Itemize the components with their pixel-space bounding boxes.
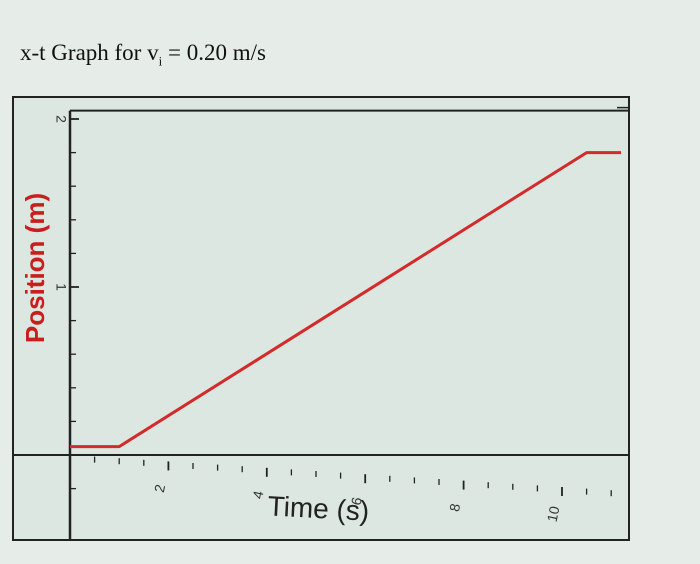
x-tick-label: 6 [348,495,365,506]
x-axis-label: Time (s) [267,490,370,526]
y-axis-label: Position (m) [20,193,50,343]
x-tick-label: 2 [151,483,168,494]
title-suffix: = 0.20 m/s [162,40,266,65]
y-tick-label: 1 [53,283,69,291]
y-tick-label: 2 [53,115,69,123]
x-tick-label: 8 [446,502,463,513]
chart-title: x-t Graph for vi = 0.20 m/s [20,40,266,70]
x-tick-label: 4 [249,489,266,500]
x-tick-label: 10 [544,504,563,523]
position-series-line [70,151,622,449]
title-subscript: i [158,53,163,69]
title-prefix: x-t Graph for v [20,40,159,65]
